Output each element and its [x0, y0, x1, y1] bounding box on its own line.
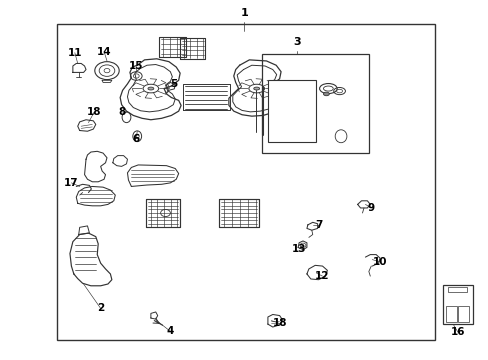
Text: 17: 17 — [64, 178, 79, 188]
Bar — [447, 287, 466, 292]
Text: 1: 1 — [240, 8, 248, 18]
Text: 18: 18 — [87, 107, 102, 117]
Bar — [57, 24, 434, 339]
Text: 10: 10 — [372, 257, 386, 267]
Ellipse shape — [253, 87, 259, 90]
Text: 7: 7 — [314, 220, 322, 230]
Text: 8: 8 — [118, 107, 125, 117]
Text: 14: 14 — [97, 46, 111, 57]
Text: 12: 12 — [315, 271, 329, 281]
Text: 16: 16 — [450, 327, 465, 337]
Text: 5: 5 — [170, 79, 177, 89]
Text: 3: 3 — [293, 37, 300, 47]
Text: 9: 9 — [367, 203, 374, 213]
Text: 6: 6 — [132, 134, 140, 144]
Text: 13: 13 — [291, 244, 306, 254]
Bar — [457, 306, 468, 322]
Bar — [443, 285, 472, 324]
Text: 18: 18 — [272, 319, 286, 328]
Bar — [261, 54, 368, 153]
Text: 4: 4 — [166, 326, 174, 336]
Text: 2: 2 — [97, 303, 104, 314]
Text: 11: 11 — [67, 48, 82, 58]
Ellipse shape — [323, 92, 329, 96]
Ellipse shape — [148, 87, 154, 90]
Text: 15: 15 — [129, 61, 143, 71]
Bar — [267, 80, 315, 142]
Bar — [445, 306, 456, 322]
